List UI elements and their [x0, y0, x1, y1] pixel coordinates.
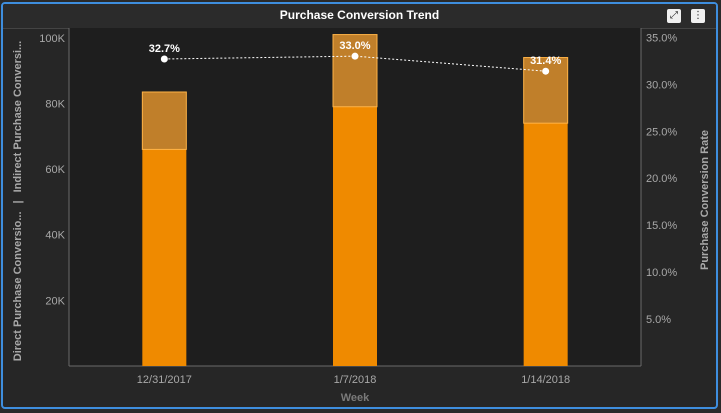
- chart-area: 20K 40K 60K 80K 100K 5.0% 10.0% 15.0% 20.0% 25.0%…: [12, 28, 711, 404]
- y-right-tick-label: 10.0%: [646, 267, 677, 279]
- rate-point: [542, 67, 550, 75]
- rate-data-label: 33.0%: [339, 40, 370, 52]
- y-left-axis-title: Direct Purchase Conversio... | Indirect Pu…: [12, 41, 24, 361]
- y-left-tick-label: 20K: [45, 295, 65, 307]
- bar-direct: [333, 106, 377, 367]
- y-left-axis-title-part: |: [12, 200, 24, 203]
- rate-data-label: 31.4%: [530, 55, 561, 67]
- more-vertical-icon[interactable]: ⋮: [691, 9, 705, 23]
- y-right-tick-label: 15.0%: [646, 220, 677, 232]
- expand-icon[interactable]: ⤢: [667, 9, 681, 23]
- y-right-tick-label: 30.0%: [646, 79, 677, 91]
- y-left-tick-label: 80K: [45, 98, 65, 110]
- rate-point: [160, 55, 168, 63]
- x-axis-title: Week: [341, 392, 370, 404]
- bar-indirect: [141, 91, 187, 150]
- y-right-tick-label: 5.0%: [646, 314, 671, 326]
- chart-title: Purchase Conversion Trend: [279, 8, 440, 22]
- rate-point: [351, 52, 359, 60]
- y-left-tick-label: 40K: [45, 230, 65, 242]
- x-tick-label: 1/14/2018: [521, 374, 570, 386]
- y-left-axis-title-part: Indirect Purchase Conversi...: [12, 41, 24, 193]
- y-left-tick-label: 60K: [45, 164, 65, 176]
- bar-indirect: [332, 34, 378, 108]
- y-right-tick-label: 25.0%: [646, 126, 677, 138]
- y-left-tick-label: 100K: [39, 33, 65, 45]
- x-tick-label: 1/7/2018: [334, 374, 377, 386]
- y-right-tick-label: 20.0%: [646, 173, 677, 185]
- bar-direct: [523, 123, 568, 367]
- bar-indirect: [523, 57, 569, 124]
- x-tick-label: 12/31/2017: [137, 374, 192, 386]
- y-right-axis-title: Purchase Conversion Rate: [699, 130, 711, 270]
- bar-direct: [142, 149, 187, 366]
- y-left-axis-title-part: Direct Purchase Conversio...: [12, 211, 24, 361]
- rate-data-label: 32.7%: [149, 43, 180, 55]
- y-right-tick-label: 35.0%: [646, 32, 677, 44]
